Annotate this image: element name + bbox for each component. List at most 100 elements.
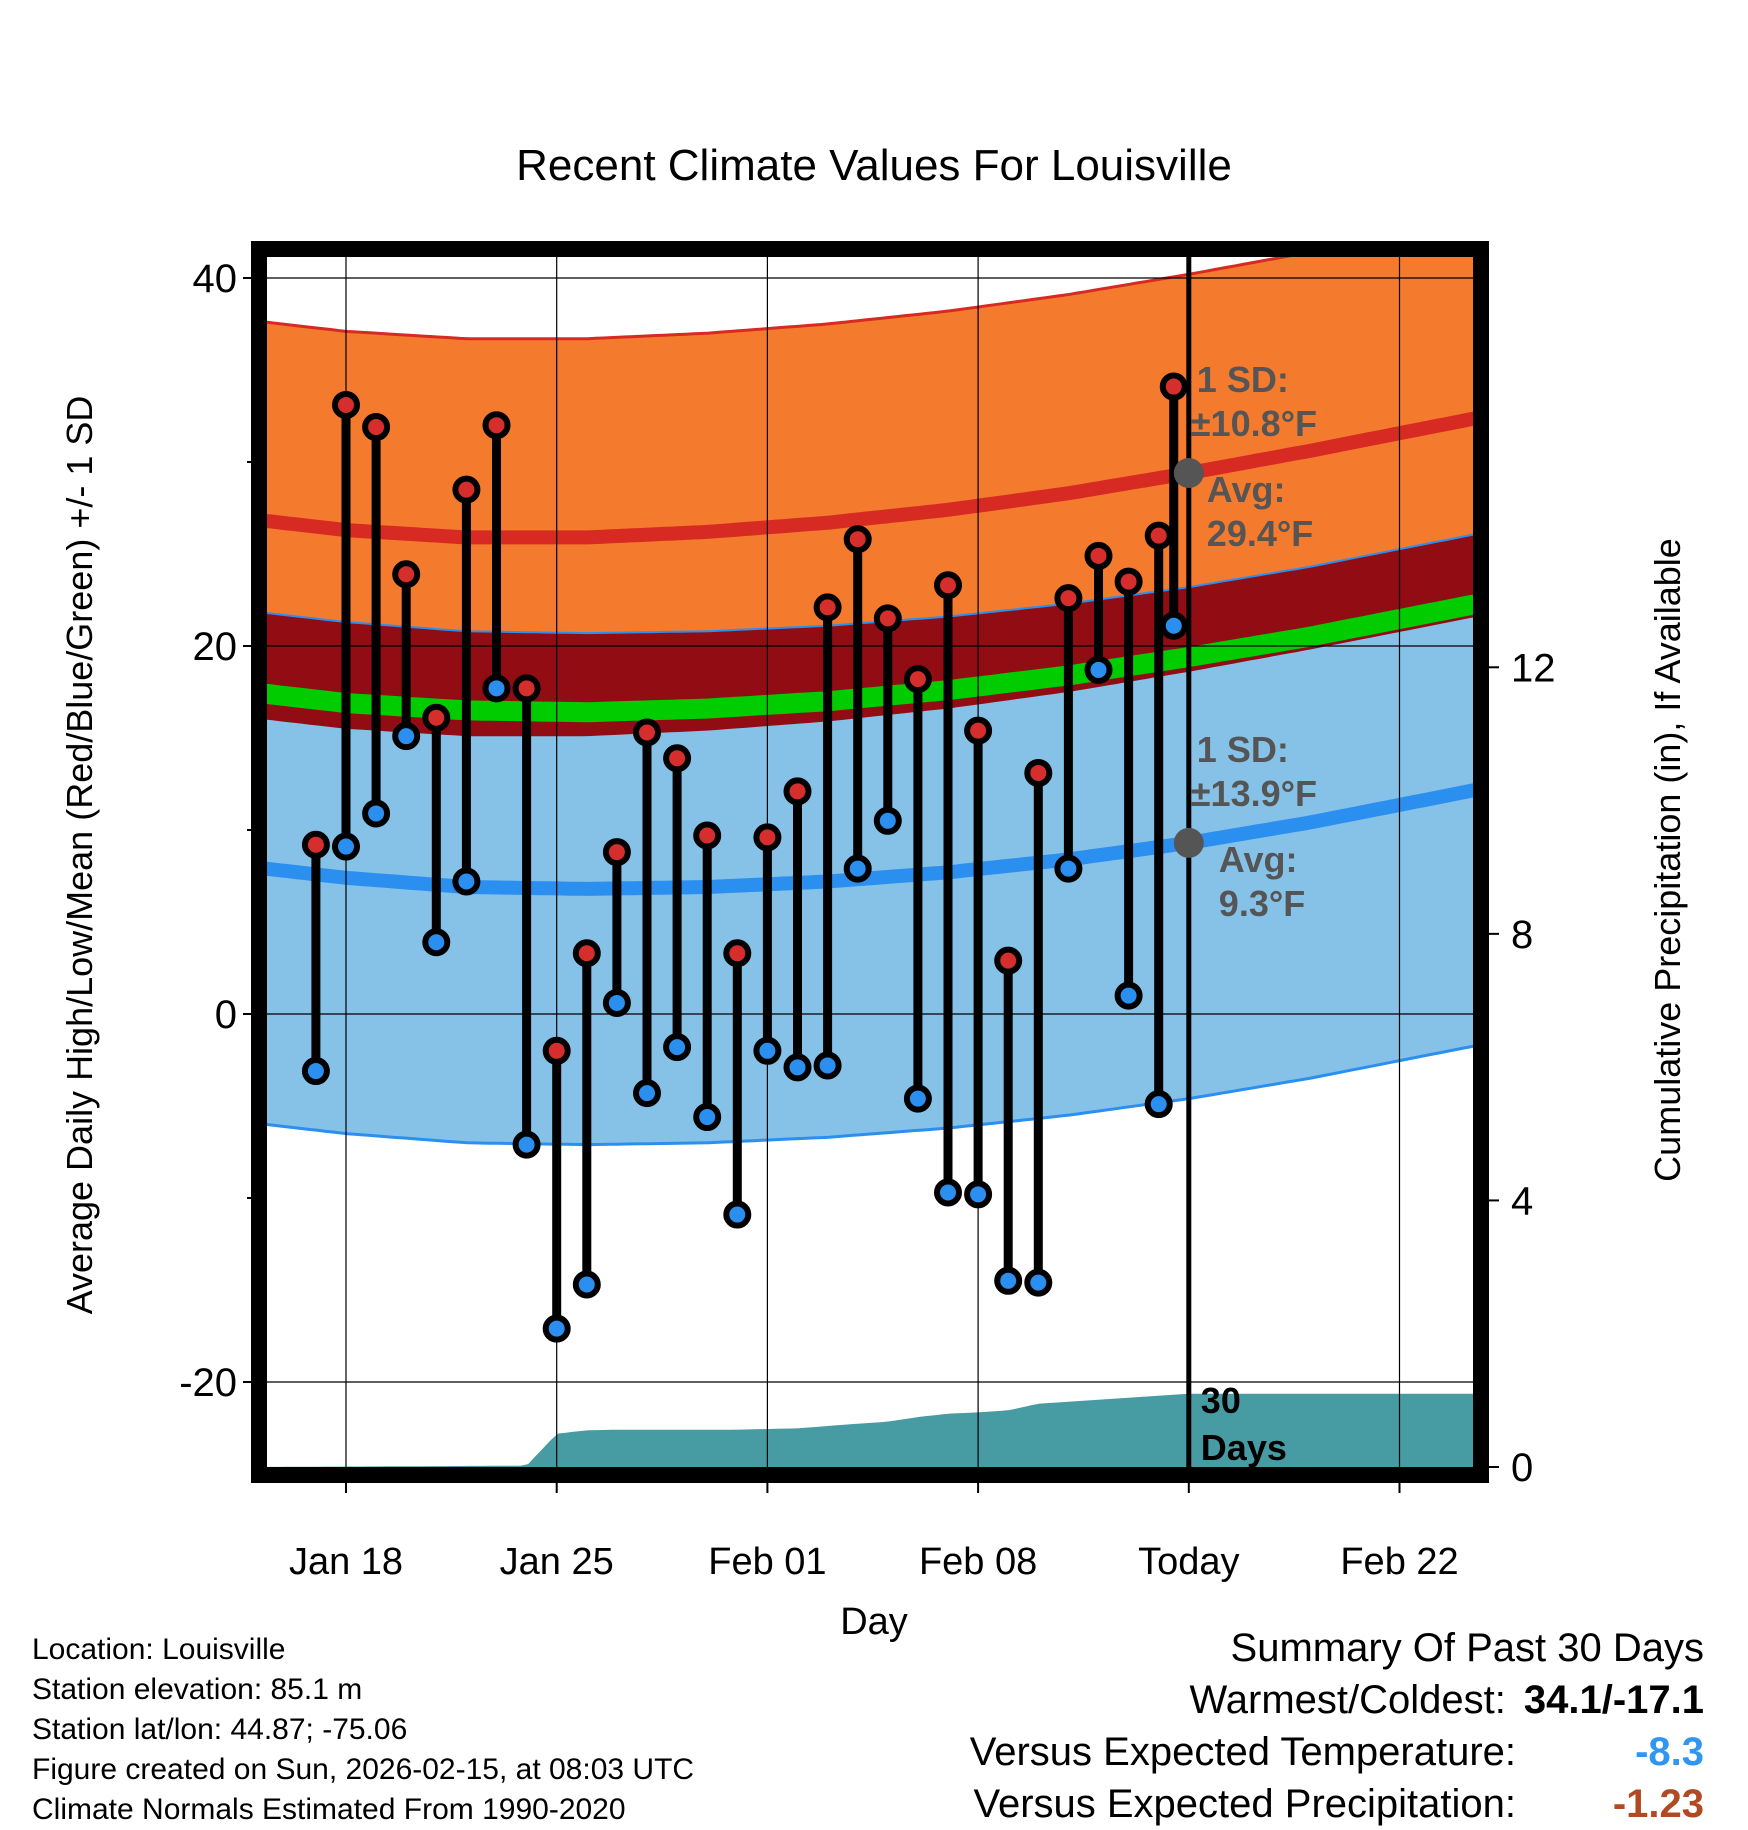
today-low-avg-marker — [1173, 827, 1204, 858]
daily-high-point-today — [1159, 372, 1188, 401]
daily-high-point-26 — [1084, 541, 1113, 570]
daily-low-point-13 — [693, 1103, 722, 1132]
y2-tick-label-3: 0 — [1511, 1446, 1533, 1490]
high-sd-label: 1 SD: — [1197, 359, 1289, 400]
daily-high-point-0 — [301, 830, 330, 859]
high-upper-sd-line — [255, 245, 1355, 341]
daily-low-point-25 — [1054, 854, 1083, 883]
x-tick-label-3: Feb 08 — [919, 1541, 1037, 1583]
y-tick-label-0: 40 — [193, 257, 238, 301]
precip-area — [255, 1393, 1475, 1467]
temp-value: -8.3 — [1635, 1730, 1704, 1774]
daily-high-point-22 — [964, 716, 993, 745]
daily-high-point-23 — [994, 946, 1023, 975]
daily-low-point-today — [1159, 611, 1188, 640]
daily-high-point-5 — [452, 475, 481, 504]
daily-high-point-8 — [542, 1036, 571, 1065]
daily-high-point-2 — [362, 413, 391, 442]
daily-low-point-8 — [542, 1314, 571, 1343]
plot-frame — [251, 241, 1489, 1483]
summary-temp-row: Versus Expected Temperature: -8.3 — [970, 1726, 1704, 1778]
daily-low-point-1 — [332, 832, 360, 861]
warmest-label: Warmest/Coldest: — [1189, 1678, 1506, 1722]
high-avg-value: 29.4°F — [1207, 513, 1313, 554]
low-avg-label: Avg: — [1219, 839, 1298, 880]
y-axis-label: Average Daily High/Low/Mean (Red/Blue/Gr… — [59, 396, 100, 1315]
daily-low-point-16 — [783, 1053, 812, 1082]
summary-heading: Summary Of Past 30 Days — [1230, 1626, 1704, 1670]
low-sd-value: ±13.9°F — [1191, 773, 1317, 814]
daily-high-point-18 — [843, 525, 872, 554]
y2-axis-label: Cumulative Precipitation (in), If Availa… — [1647, 538, 1688, 1182]
daily-high-point-1 — [332, 390, 360, 419]
daily-low-point-4 — [422, 928, 451, 957]
daily-low-point-6 — [482, 674, 511, 703]
overlap-band — [255, 534, 1475, 737]
mean-normal-line — [255, 594, 1475, 723]
daily-low-point-12 — [663, 1033, 692, 1062]
daily-low-point-20 — [903, 1084, 932, 1113]
warmest-value: 34.1/-17.1 — [1523, 1678, 1704, 1722]
y2-tick-label-2: 4 — [1511, 1179, 1533, 1223]
daily-low-point-5 — [452, 867, 481, 896]
y-tick-label-1: 20 — [193, 625, 238, 669]
x-tick-label-4: Today — [1138, 1541, 1239, 1583]
daily-high-point-10 — [602, 838, 631, 867]
daily-low-point-7 — [512, 1130, 541, 1159]
daily-low-point-22 — [964, 1180, 993, 1209]
daily-high-point-14 — [723, 939, 752, 968]
summary-panel: Summary Of Past 30 Days Warmest/Coldest:… — [970, 1622, 1704, 1830]
daily-low-point-0 — [301, 1057, 330, 1086]
y2-tick-label-1: 8 — [1511, 913, 1533, 957]
temp-label: Versus Expected Temperature: — [969, 1730, 1516, 1774]
y-tick-label-2: 0 — [215, 993, 237, 1037]
x-tick-label-1: Jan 25 — [500, 1541, 614, 1583]
daily-low-point-17 — [813, 1051, 842, 1080]
daily-low-point-21 — [934, 1178, 962, 1207]
low-sd-label: 1 SD: — [1197, 729, 1289, 770]
high-normal-line — [255, 411, 1475, 545]
daily-high-point-13 — [693, 821, 722, 850]
x-tick-label-5: Feb 22 — [1340, 1541, 1458, 1583]
daily-high-point-11 — [633, 718, 661, 747]
x-axis-label: Day — [840, 1601, 908, 1643]
plot-area — [255, 245, 1475, 1467]
daily-high-point-6 — [482, 411, 511, 440]
daily-low-point-2 — [362, 799, 391, 828]
daily-high-point-9 — [572, 939, 601, 968]
summary-precip-row: Versus Expected Precipitation: -1.23 — [970, 1778, 1704, 1830]
x-tick-label-2: Feb 01 — [708, 1541, 826, 1583]
daily-low-point-26 — [1084, 655, 1113, 684]
daily-high-point-24 — [1024, 758, 1053, 787]
daily-high-point-4 — [422, 703, 451, 732]
station-location: Location: Louisville — [32, 1633, 286, 1666]
daily-high-point-17 — [813, 593, 842, 622]
station-latlon: Station lat/lon: 44.87; -75.06 — [32, 1713, 408, 1746]
summary-warmest-row: Warmest/Coldest: 34.1/-17.1 — [970, 1674, 1704, 1726]
daily-low-point-23 — [994, 1266, 1023, 1295]
daily-low-point-19 — [873, 806, 902, 835]
daily-high-point-16 — [783, 777, 812, 806]
x-tick-label-0: Jan 18 — [289, 1541, 403, 1583]
daily-high-point-12 — [663, 744, 692, 773]
daily-low-point-18 — [843, 854, 872, 883]
daily-low-point-3 — [392, 722, 421, 751]
daily-high-point-7 — [512, 674, 541, 703]
y-tick-label-3: -20 — [179, 1361, 237, 1405]
daily-low-point-15 — [753, 1036, 782, 1065]
daily-high-point-20 — [903, 665, 932, 694]
daily-low-point-27 — [1114, 981, 1143, 1010]
days-window-word: Days — [1201, 1427, 1287, 1468]
daily-low-point-11 — [633, 1079, 661, 1108]
daily-high-point-19 — [873, 604, 902, 633]
daily-bars — [301, 372, 1188, 1343]
station-elevation: Station elevation: 85.1 m — [32, 1673, 363, 1706]
daily-low-point-9 — [572, 1270, 601, 1299]
low-avg-value: 9.3°F — [1219, 883, 1305, 924]
daily-high-point-21 — [934, 571, 962, 600]
chart-title: Recent Climate Values For Louisville — [516, 141, 1232, 190]
high-sd-value: ±10.8°F — [1191, 403, 1317, 444]
